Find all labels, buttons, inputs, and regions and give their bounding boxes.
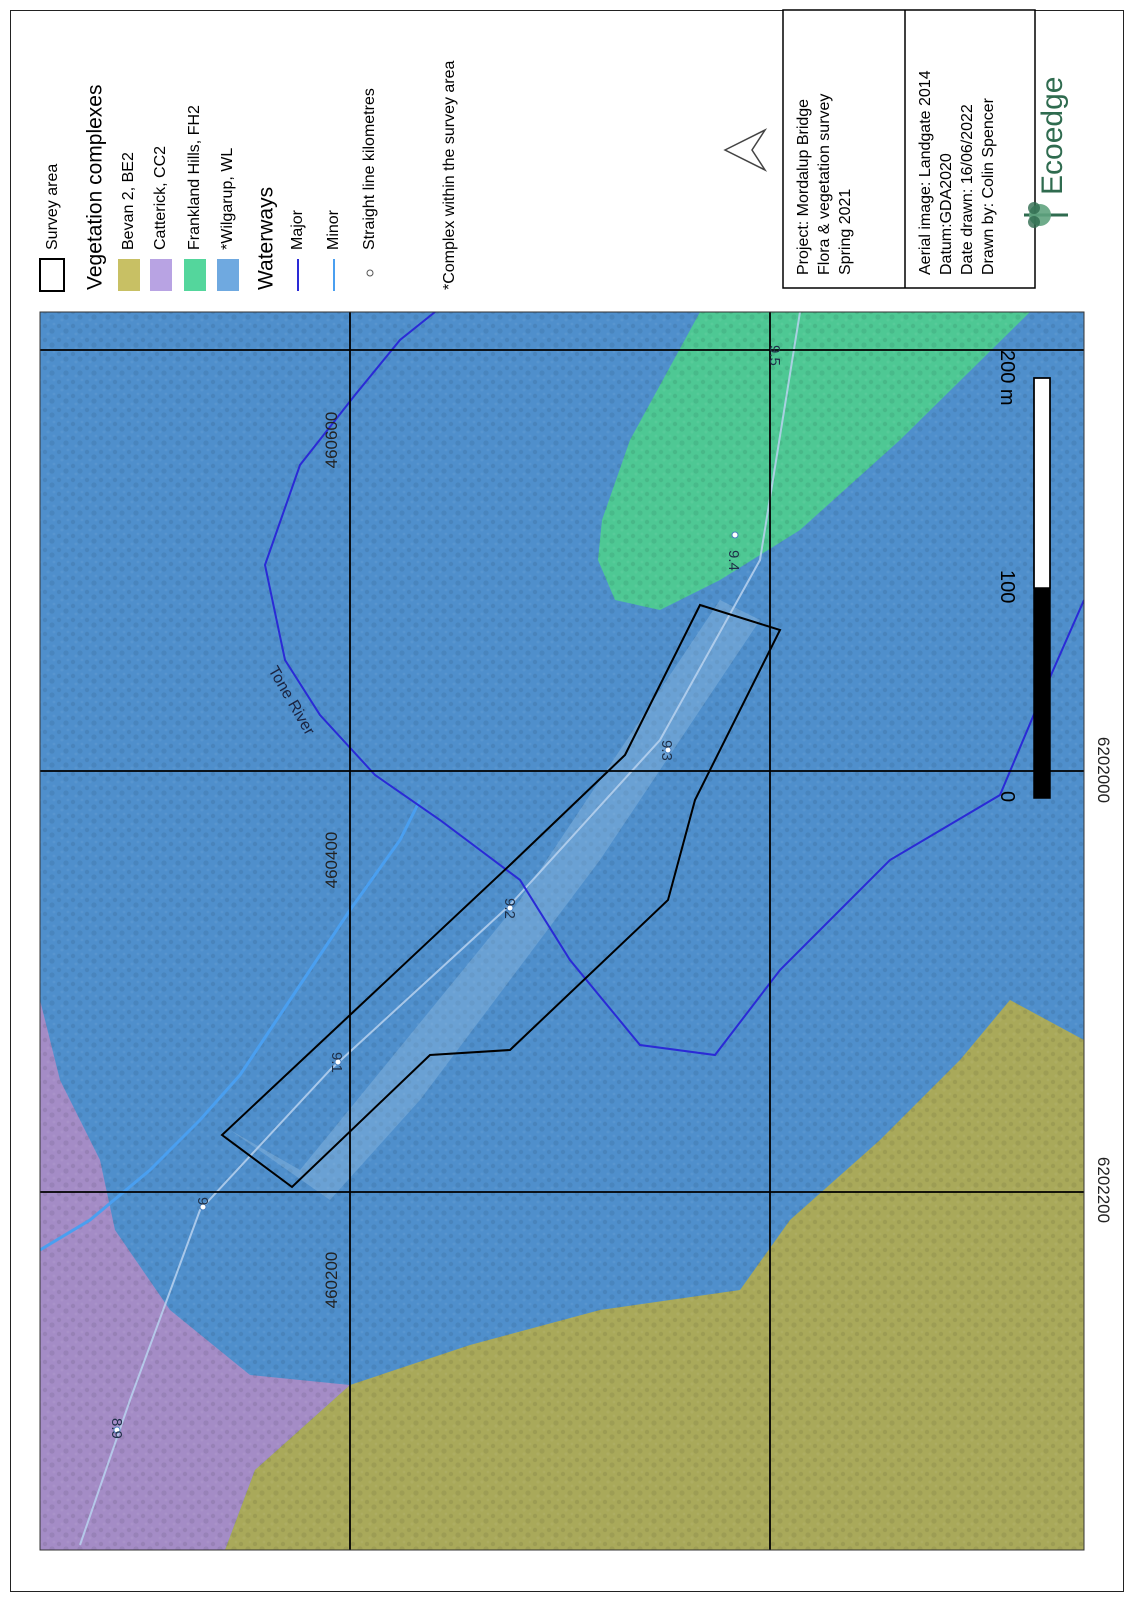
legend-veg-title: Vegetation complexes: [84, 85, 107, 290]
map-area[interactable]: 8.9 9 9.1 9.2 9.3 9.4 9.5 Tone River 0 1…: [40, 312, 1084, 1550]
scale-bar: [1033, 377, 1051, 799]
km-label-9: 9: [194, 1197, 211, 1205]
km-points: [113, 531, 739, 1434]
survey-area-polygon[interactable]: [220, 603, 782, 1189]
legend-catterick-label: Catterick, CC2: [152, 146, 169, 250]
logo-text: Ecoedge: [1036, 77, 1069, 195]
legend-bevan-label: Bevan 2, BE2: [120, 152, 137, 250]
meta-line-4: Drawn by: Colin Spencer: [980, 97, 997, 275]
scale-label-0: 0: [996, 791, 1018, 802]
tree-icon: [1024, 202, 1068, 228]
legend-waterways-title: Waterways: [255, 187, 278, 290]
km-label-8-9: 8.9: [108, 1418, 125, 1439]
km-label-9-3: 9.3: [658, 740, 675, 761]
map-frame: [10, 10, 1124, 1592]
legend-minor-label: Minor: [325, 209, 342, 250]
north-arrow-icon: [723, 128, 768, 172]
km-label-9-1: 9.1: [328, 1052, 345, 1073]
easting-label-1: 460200: [322, 1252, 341, 1309]
major-waterway-tone-river: [263, 312, 1084, 1057]
road-track: [79, 312, 801, 1546]
km-label-9-4: 9.4: [725, 550, 742, 571]
legend-wilgarup-swatch: [217, 259, 239, 291]
aerial-texture: [40, 312, 1084, 1550]
easting-label-2: 460400: [322, 832, 341, 889]
map-border: [39, 311, 1085, 1551]
km-label-9-2: 9.2: [501, 898, 518, 919]
legend-note: *Complex within the survey area: [441, 60, 458, 290]
minor-waterway: [40, 799, 422, 1252]
legend-km-swatch: [366, 269, 374, 277]
legend-frankland-swatch: [184, 259, 206, 291]
legend-km-label: Straight line kilometres: [361, 88, 378, 250]
meta-line-2: Datum:GDA2020: [938, 153, 955, 275]
project-line-1: Project: Mordalup Bridge: [795, 99, 812, 275]
legend-catterick-swatch: [150, 259, 172, 291]
ecoedge-logo: Ecoedge: [1024, 77, 1069, 228]
legend: Survey area Vegetation complexes Bevan 2…: [39, 60, 458, 292]
legend-bevan-swatch: [118, 259, 140, 291]
northing-label-2: 6202000: [1094, 737, 1113, 803]
meta-line-1: Aerial image: Landgate 2014: [917, 70, 934, 275]
grid-lines: [40, 312, 1084, 1550]
meta-line-3: Date drawn: 16/06/2022: [959, 104, 976, 275]
easting-label-3: 460600: [322, 412, 341, 469]
project-line-3: Spring 2021: [837, 189, 854, 275]
northing-label-1: 6202200: [1094, 1157, 1113, 1223]
km-label-9-5: 9.5: [766, 345, 783, 366]
legend-survey-area-swatch: [39, 258, 65, 292]
legend-frankland-label: Frankland Hills, FH2: [186, 105, 203, 250]
legend-survey-area-label: Survey area: [44, 164, 61, 250]
legend-major-label: Major: [289, 209, 306, 250]
project-line-2: Flora & vegetation survey: [816, 94, 833, 275]
scale-label-100: 100: [996, 570, 1018, 603]
scale-label-200: 200 m: [996, 350, 1018, 406]
legend-wilgarup-label: *Wilgarup, WL: [219, 148, 236, 250]
info-box: Project: Mordalup Bridge Flora & vegetat…: [782, 9, 1036, 289]
